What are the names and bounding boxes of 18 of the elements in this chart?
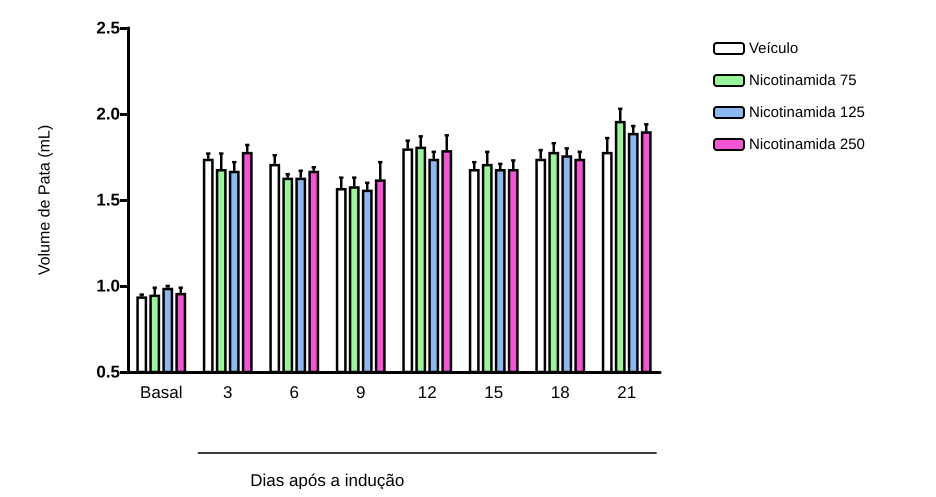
legend-label: Veículo bbox=[749, 40, 798, 57]
legend-label: Nicotinamida 250 bbox=[749, 136, 865, 153]
x-tick-label: 18 bbox=[550, 383, 570, 402]
x-tick-label: 21 bbox=[617, 383, 636, 402]
x-tick-label: 6 bbox=[290, 383, 299, 402]
legend-label: Nicotinamida 75 bbox=[749, 72, 857, 89]
x-tick-label: 15 bbox=[484, 383, 504, 402]
y-tick-label: 1.5 bbox=[96, 190, 120, 210]
y-tick-label: 0.5 bbox=[96, 362, 120, 382]
legend-label: Nicotinamida 125 bbox=[749, 104, 865, 121]
x-tick-label: 9 bbox=[356, 383, 366, 402]
y-axis-title: Volume de Pata (mL) bbox=[36, 124, 54, 276]
y-tick-label: 2.0 bbox=[96, 104, 120, 124]
x-tick-label: 3 bbox=[223, 383, 232, 402]
x-tick-label: Basal bbox=[140, 383, 183, 402]
x-tick-label: 12 bbox=[418, 383, 437, 402]
y-tick-label: 1.0 bbox=[96, 276, 120, 296]
y-tick-label: 2.5 bbox=[96, 18, 120, 38]
